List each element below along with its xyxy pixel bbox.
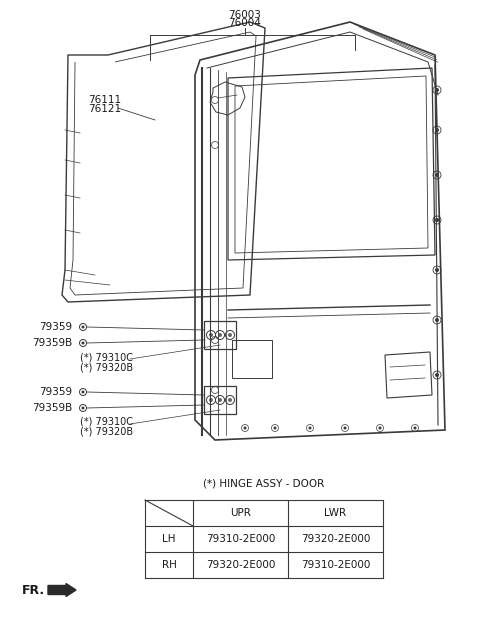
- Text: 79320-2E000: 79320-2E000: [206, 560, 275, 570]
- Circle shape: [243, 426, 247, 429]
- Circle shape: [228, 333, 232, 337]
- Circle shape: [435, 373, 439, 377]
- Circle shape: [218, 398, 222, 402]
- Circle shape: [82, 341, 84, 344]
- Text: (*) 79310C: (*) 79310C: [80, 352, 133, 362]
- Text: LWR: LWR: [324, 508, 347, 518]
- Text: (*) 79320B: (*) 79320B: [80, 427, 133, 437]
- Text: RH: RH: [162, 560, 177, 570]
- Circle shape: [435, 218, 439, 222]
- Text: 76111: 76111: [88, 95, 121, 105]
- Circle shape: [274, 426, 276, 429]
- Text: UPR: UPR: [230, 508, 251, 518]
- Circle shape: [379, 426, 382, 429]
- Circle shape: [435, 173, 439, 177]
- Circle shape: [435, 88, 439, 92]
- Text: 79359: 79359: [39, 387, 72, 397]
- Circle shape: [82, 326, 84, 329]
- Text: LH: LH: [162, 534, 176, 544]
- Circle shape: [435, 268, 439, 272]
- Circle shape: [413, 426, 417, 429]
- Circle shape: [82, 391, 84, 394]
- FancyArrow shape: [48, 584, 76, 596]
- Text: 79359B: 79359B: [32, 338, 72, 348]
- Circle shape: [309, 426, 312, 429]
- Text: 79310-2E000: 79310-2E000: [301, 560, 370, 570]
- Circle shape: [82, 406, 84, 409]
- Circle shape: [218, 333, 222, 337]
- Text: 79359B: 79359B: [32, 403, 72, 413]
- Circle shape: [228, 398, 232, 402]
- Text: FR.: FR.: [22, 584, 45, 596]
- Text: (*) 79320B: (*) 79320B: [80, 362, 133, 372]
- Text: 79310-2E000: 79310-2E000: [206, 534, 275, 544]
- Circle shape: [435, 128, 439, 132]
- Text: (*) 79310C: (*) 79310C: [80, 417, 133, 427]
- Circle shape: [209, 333, 213, 337]
- Text: 76003: 76003: [228, 10, 262, 20]
- Circle shape: [209, 398, 213, 402]
- Text: 76121: 76121: [88, 104, 121, 114]
- Text: 79320-2E000: 79320-2E000: [301, 534, 370, 544]
- Circle shape: [435, 318, 439, 322]
- Text: 76004: 76004: [228, 18, 262, 28]
- Circle shape: [344, 426, 347, 429]
- Text: 79359: 79359: [39, 322, 72, 332]
- Text: (*) HINGE ASSY - DOOR: (*) HINGE ASSY - DOOR: [204, 478, 324, 488]
